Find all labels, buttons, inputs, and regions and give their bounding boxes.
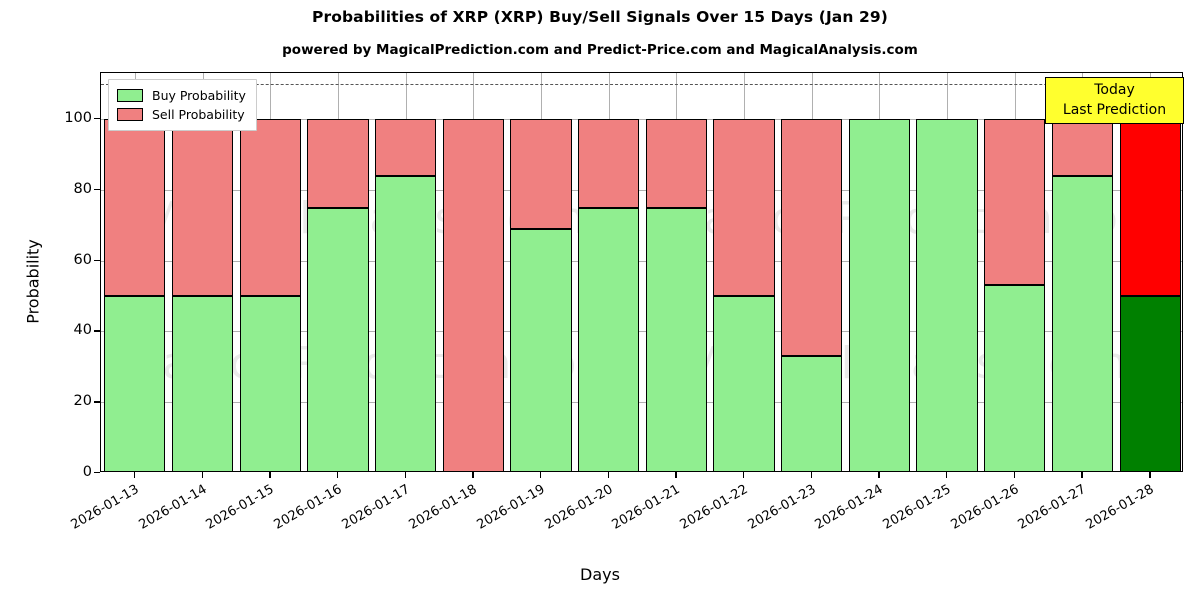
- y-axis-label: Probability: [23, 239, 43, 324]
- y-tick-label: 100: [64, 110, 92, 127]
- y-tick-label: 80: [73, 180, 92, 197]
- bar-segment-buy[interactable]: [1119, 296, 1181, 471]
- bar-group[interactable]: [848, 73, 911, 471]
- gridline-horizontal: [101, 119, 1182, 121]
- bar-segment-buy[interactable]: [307, 207, 369, 471]
- bar-segment-sell[interactable]: [442, 119, 504, 471]
- today-annotation-line1: Today: [1094, 82, 1135, 98]
- buy-swatch-icon: [117, 89, 143, 102]
- bar-segment-buy[interactable]: [916, 119, 978, 471]
- x-tick-mark: [336, 472, 339, 478]
- bar-segment-sell[interactable]: [307, 119, 369, 208]
- x-tick-mark: [133, 472, 136, 478]
- x-tick-mark: [743, 472, 745, 478]
- legend: Buy Probability Sell Probability: [108, 79, 257, 131]
- bar-group[interactable]: [510, 73, 572, 471]
- bar-segment-buy[interactable]: [645, 207, 707, 471]
- bar-segment-buy[interactable]: [984, 285, 1046, 471]
- x-tick-mark: [946, 472, 948, 478]
- bar-group[interactable]: [713, 73, 775, 471]
- x-tick-mark: [1013, 472, 1016, 478]
- x-tick-mark: [675, 472, 677, 478]
- bar-group[interactable]: [578, 73, 640, 471]
- x-tick-mark: [404, 472, 406, 478]
- x-tick-mark: [472, 472, 474, 478]
- x-tick-mark: [810, 472, 813, 478]
- x-tick-mark: [539, 472, 542, 478]
- bar-segment-sell[interactable]: [578, 119, 640, 208]
- bar-segment-sell[interactable]: [1051, 119, 1114, 176]
- y-tick-label: 40: [73, 322, 92, 339]
- bar-group[interactable]: [984, 73, 1046, 471]
- today-annotation: Today Last Prediction: [1045, 77, 1184, 124]
- bar-segment-sell[interactable]: [1119, 119, 1181, 296]
- bar-segment-buy[interactable]: [848, 119, 911, 471]
- bar-segment-sell[interactable]: [239, 119, 301, 296]
- bar-segment-sell[interactable]: [104, 119, 166, 296]
- bar-segment-buy[interactable]: [104, 296, 166, 471]
- bar-segment-buy[interactable]: [239, 296, 301, 471]
- gridline-horizontal: [101, 260, 1182, 262]
- bar-group[interactable]: [171, 73, 234, 471]
- x-tick-mark: [607, 472, 610, 478]
- bar-segment-sell[interactable]: [781, 119, 843, 357]
- bar-segment-sell[interactable]: [713, 119, 775, 296]
- bar-group[interactable]: [307, 73, 369, 471]
- x-tick-mark: [878, 472, 880, 478]
- bar-group[interactable]: [1051, 73, 1114, 471]
- bar-segment-sell[interactable]: [645, 119, 707, 208]
- bar-segment-buy[interactable]: [171, 296, 234, 471]
- bar-segment-sell[interactable]: [510, 119, 572, 229]
- x-tick-mark: [201, 472, 203, 478]
- page-title: Probabilities of XRP (XRP) Buy/Sell Sign…: [312, 8, 888, 26]
- bar-segment-buy[interactable]: [374, 175, 437, 471]
- y-tick-mark: [94, 188, 100, 191]
- x-tick-mark: [1081, 472, 1083, 478]
- y-tick-label: 60: [73, 251, 92, 268]
- bar-group[interactable]: [374, 73, 437, 471]
- y-tick-mark: [94, 472, 100, 474]
- gridline-horizontal: [101, 402, 1182, 404]
- bar-segment-buy[interactable]: [713, 296, 775, 471]
- bar-group[interactable]: [1119, 73, 1181, 471]
- bar-group[interactable]: [239, 73, 301, 471]
- today-annotation-line2: Last Prediction: [1062, 102, 1167, 118]
- x-tick-mark: [1149, 472, 1151, 478]
- bar-group[interactable]: [645, 73, 707, 471]
- bar-segment-sell[interactable]: [984, 119, 1046, 286]
- bar-group[interactable]: [781, 73, 843, 471]
- bar-segment-sell[interactable]: [171, 119, 234, 296]
- bar-group[interactable]: [442, 73, 504, 471]
- y-tick-mark: [94, 401, 100, 403]
- legend-label-sell: Sell Probability: [152, 107, 245, 122]
- chart-subtitle: powered by MagicalPrediction.com and Pre…: [282, 42, 918, 58]
- y-tick-mark: [94, 330, 100, 332]
- y-tick-mark: [94, 118, 100, 120]
- bar-segment-buy[interactable]: [1051, 175, 1114, 471]
- bar-segment-buy[interactable]: [510, 228, 572, 471]
- x-tick-mark: [269, 472, 271, 478]
- y-tick-mark: [94, 259, 100, 261]
- gridline-horizontal: [101, 331, 1182, 333]
- bar-group[interactable]: [916, 73, 978, 471]
- bar-segment-buy[interactable]: [578, 207, 640, 471]
- bar-segment-buy[interactable]: [781, 356, 843, 471]
- x-axis-label: Days: [580, 565, 620, 584]
- bar-segment-sell[interactable]: [374, 119, 437, 176]
- legend-item-sell[interactable]: Sell Probability: [117, 105, 246, 124]
- y-tick-label: 20: [73, 393, 92, 410]
- legend-label-buy: Buy Probability: [152, 88, 246, 103]
- gridline-horizontal: [101, 189, 1182, 191]
- y-tick-label: 0: [82, 464, 92, 480]
- threshold-line: [101, 83, 1182, 85]
- plot-area: MagicalAnalysis.com MagicalPrediction.com…: [100, 72, 1183, 472]
- legend-item-buy[interactable]: Buy Probability: [117, 86, 246, 105]
- bar-group[interactable]: [104, 73, 166, 471]
- sell-swatch-icon: [117, 108, 143, 121]
